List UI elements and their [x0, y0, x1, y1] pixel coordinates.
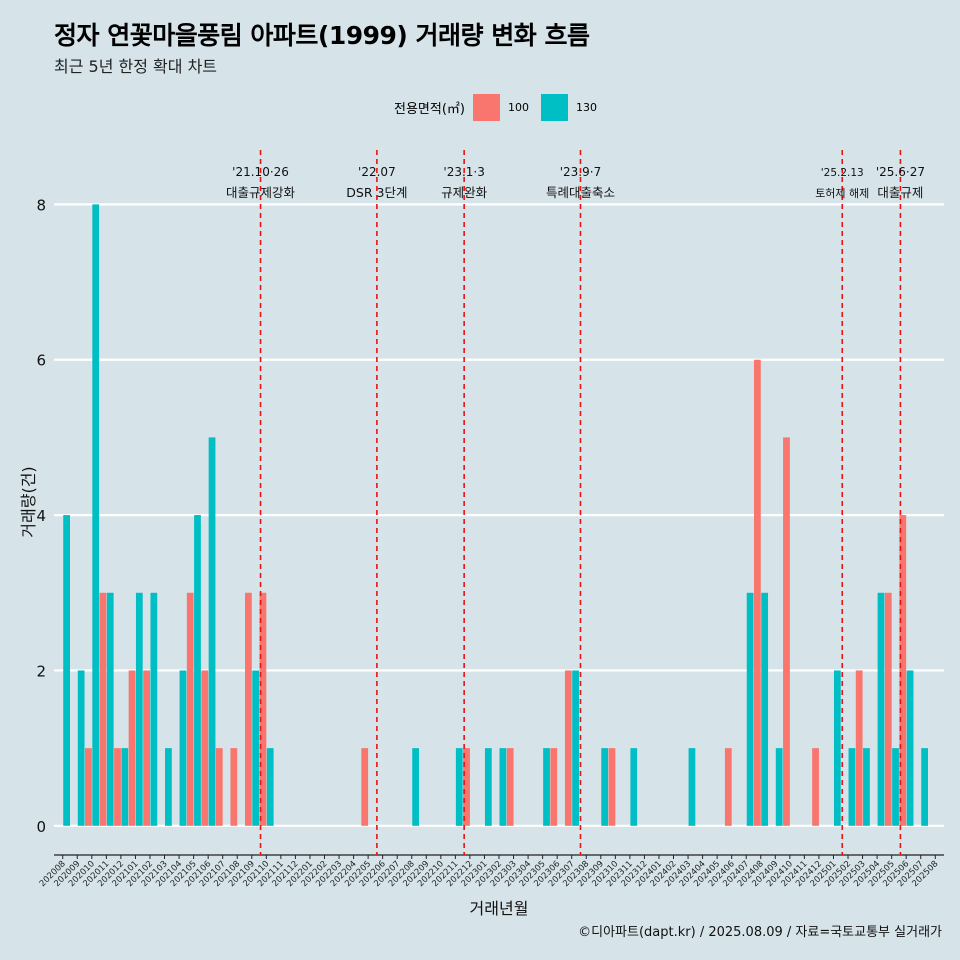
bar-130 — [601, 748, 609, 826]
bar-100 — [201, 670, 209, 826]
bar-100 — [245, 592, 252, 826]
legend-swatch-130 — [540, 94, 568, 121]
bar-130 — [892, 748, 899, 826]
bar-100 — [550, 748, 558, 826]
bar-130 — [746, 592, 754, 826]
bar-130 — [499, 748, 507, 826]
x-axis-title: 거래년월 — [470, 899, 529, 918]
bar-100 — [128, 670, 136, 826]
y-axis-title: 거래량(건) — [19, 466, 38, 537]
bar-100 — [85, 748, 92, 826]
bar-100 — [143, 670, 150, 826]
bar-100 — [899, 515, 907, 826]
event-label: 특례대출축소 — [546, 185, 615, 200]
event-label: DSR 3단계 — [346, 185, 407, 200]
event-label: 토허제 해제 — [815, 186, 869, 200]
event-date: '21.10·26 — [232, 165, 289, 179]
bar-130 — [543, 748, 550, 826]
bar-130 — [121, 748, 129, 826]
legend-swatch-100 — [472, 94, 500, 121]
bar-130 — [179, 670, 187, 826]
y-tick-label: 0 — [36, 818, 46, 836]
y-tick-label: 4 — [36, 507, 46, 525]
bar-130 — [455, 748, 463, 826]
bar-130 — [761, 592, 769, 826]
bar-130 — [630, 748, 638, 826]
bar-130 — [863, 748, 870, 826]
bar-130 — [194, 515, 201, 826]
bar-100 — [855, 670, 863, 826]
bar-130 — [63, 515, 70, 826]
bar-130 — [572, 670, 579, 826]
bar-100 — [114, 748, 121, 826]
bar-130 — [252, 670, 260, 826]
bar-130 — [921, 748, 929, 826]
bar-130 — [775, 748, 783, 826]
bar-130 — [165, 748, 172, 826]
event-label: 대출규제 — [877, 185, 923, 200]
bar-100 — [753, 359, 761, 826]
bar-130 — [848, 748, 856, 826]
bar-130 — [92, 204, 100, 826]
legend-label-130: 130 — [575, 101, 597, 114]
legend-label-100: 100 — [507, 101, 529, 114]
bar-100 — [608, 748, 616, 826]
bar-130 — [77, 670, 85, 826]
bar-130 — [208, 437, 216, 826]
bar-100 — [506, 748, 514, 826]
y-tick-label: 2 — [36, 662, 46, 680]
bar-130 — [106, 592, 114, 826]
event-date: '22.07 — [358, 165, 396, 179]
bar-130 — [484, 748, 492, 826]
bar-100 — [463, 748, 470, 826]
bar-100 — [259, 592, 267, 826]
bar-100 — [812, 748, 819, 826]
bar-130 — [688, 748, 696, 826]
bar-100 — [230, 748, 238, 826]
bar-100 — [564, 670, 572, 826]
event-label: 대출규제강화 — [226, 185, 296, 200]
bar-100 — [99, 592, 107, 826]
bar-100 — [215, 748, 223, 826]
bar-100 — [361, 748, 369, 826]
bar-130 — [877, 592, 885, 826]
bar-130 — [833, 670, 841, 826]
chart-subtitle: 최근 5년 한정 확대 차트 — [54, 57, 218, 76]
bar-130 — [150, 592, 158, 826]
legend: 전용면적(㎡) 100 130 — [394, 94, 609, 121]
bar-130 — [906, 670, 914, 826]
y-tick-label: 8 — [36, 196, 46, 214]
event-date: '23.1·3 — [443, 165, 484, 179]
event-date: '23.9·7 — [560, 165, 601, 179]
y-tick-label: 6 — [36, 352, 46, 370]
legend-title: 전용면적(㎡) — [394, 102, 465, 117]
bar-130 — [412, 748, 420, 826]
source-caption: ©디아파트(dapt.kr) / 2025.08.09 / 자료=국토교통부 실… — [578, 925, 942, 940]
bar-100 — [884, 592, 892, 826]
bar-100 — [186, 592, 194, 826]
bar-130 — [266, 748, 274, 826]
event-date: '25.6·27 — [876, 165, 925, 179]
chart-title: 정자 연꽃마을풍림 아파트(1999) 거래량 변화 흐름 — [54, 21, 590, 50]
event-label: 규제완화 — [441, 185, 488, 200]
bar-100 — [783, 437, 790, 826]
bar-130 — [135, 592, 143, 826]
event-date: '25.2.13 — [821, 167, 864, 179]
bar-100 — [724, 748, 732, 826]
